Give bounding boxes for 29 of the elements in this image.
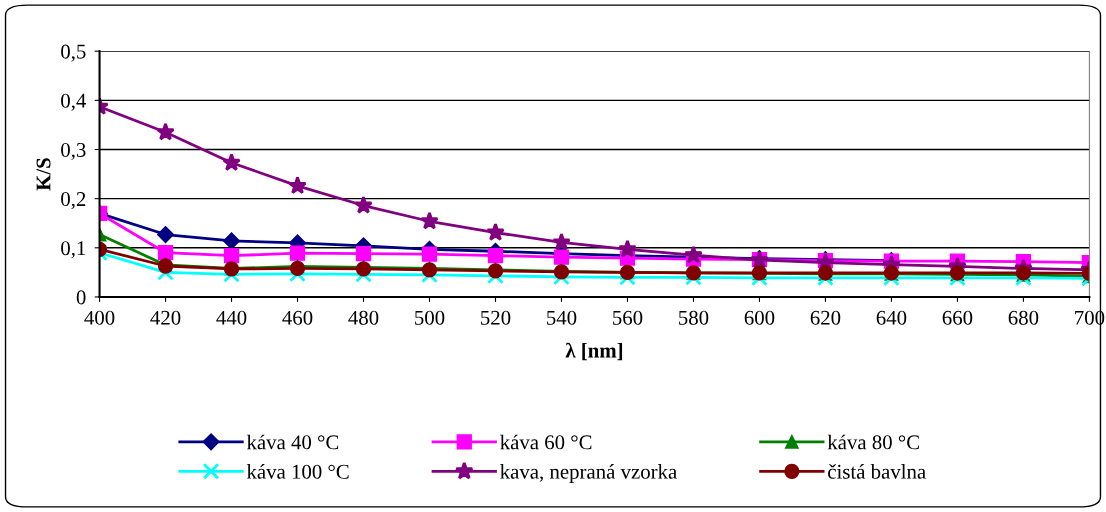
legend-label: káva 100 °C [246, 464, 349, 479]
x-tick-label: 520 [481, 310, 511, 325]
x-tick-label: 600 [744, 310, 775, 325]
legend-label: kava, nepraná vzorka [500, 464, 677, 484]
x-tick-label: 580 [679, 310, 709, 325]
x-tick-label: 640 [876, 310, 907, 325]
y-tick-label: 0,4 [61, 93, 87, 111]
x-tick-label: 620 [810, 310, 841, 325]
legend-label: káva 60 °C [500, 434, 592, 450]
y-tick-label: 0,1 [61, 241, 86, 259]
legend-label: káva 80 °C [827, 434, 919, 450]
y-tick-label: 0 [76, 290, 86, 305]
x-tick-label: 420 [150, 310, 181, 325]
x-tick-label: 400 [84, 310, 115, 325]
y-tick-label: 0,2 [61, 192, 86, 210]
x-tick-label: 460 [282, 310, 313, 325]
x-axis-title: λ [nm] [565, 342, 623, 361]
y-tick-label: 0,5 [61, 44, 86, 62]
x-tick-label: 480 [348, 310, 379, 325]
y-tick-label: 0,3 [61, 142, 86, 160]
y-axis-title: K/S [36, 158, 51, 191]
x-tick-label: 560 [613, 310, 643, 325]
x-tick-label: 680 [1008, 310, 1039, 325]
legend-label: káva 40 °C [246, 434, 339, 450]
legend-label: čistá bavlna [828, 464, 926, 479]
x-tick-label: 500 [415, 310, 445, 325]
x-tick-label: 540 [547, 310, 577, 325]
x-tick-label: 440 [216, 310, 247, 325]
x-tick-label: 660 [942, 310, 973, 325]
